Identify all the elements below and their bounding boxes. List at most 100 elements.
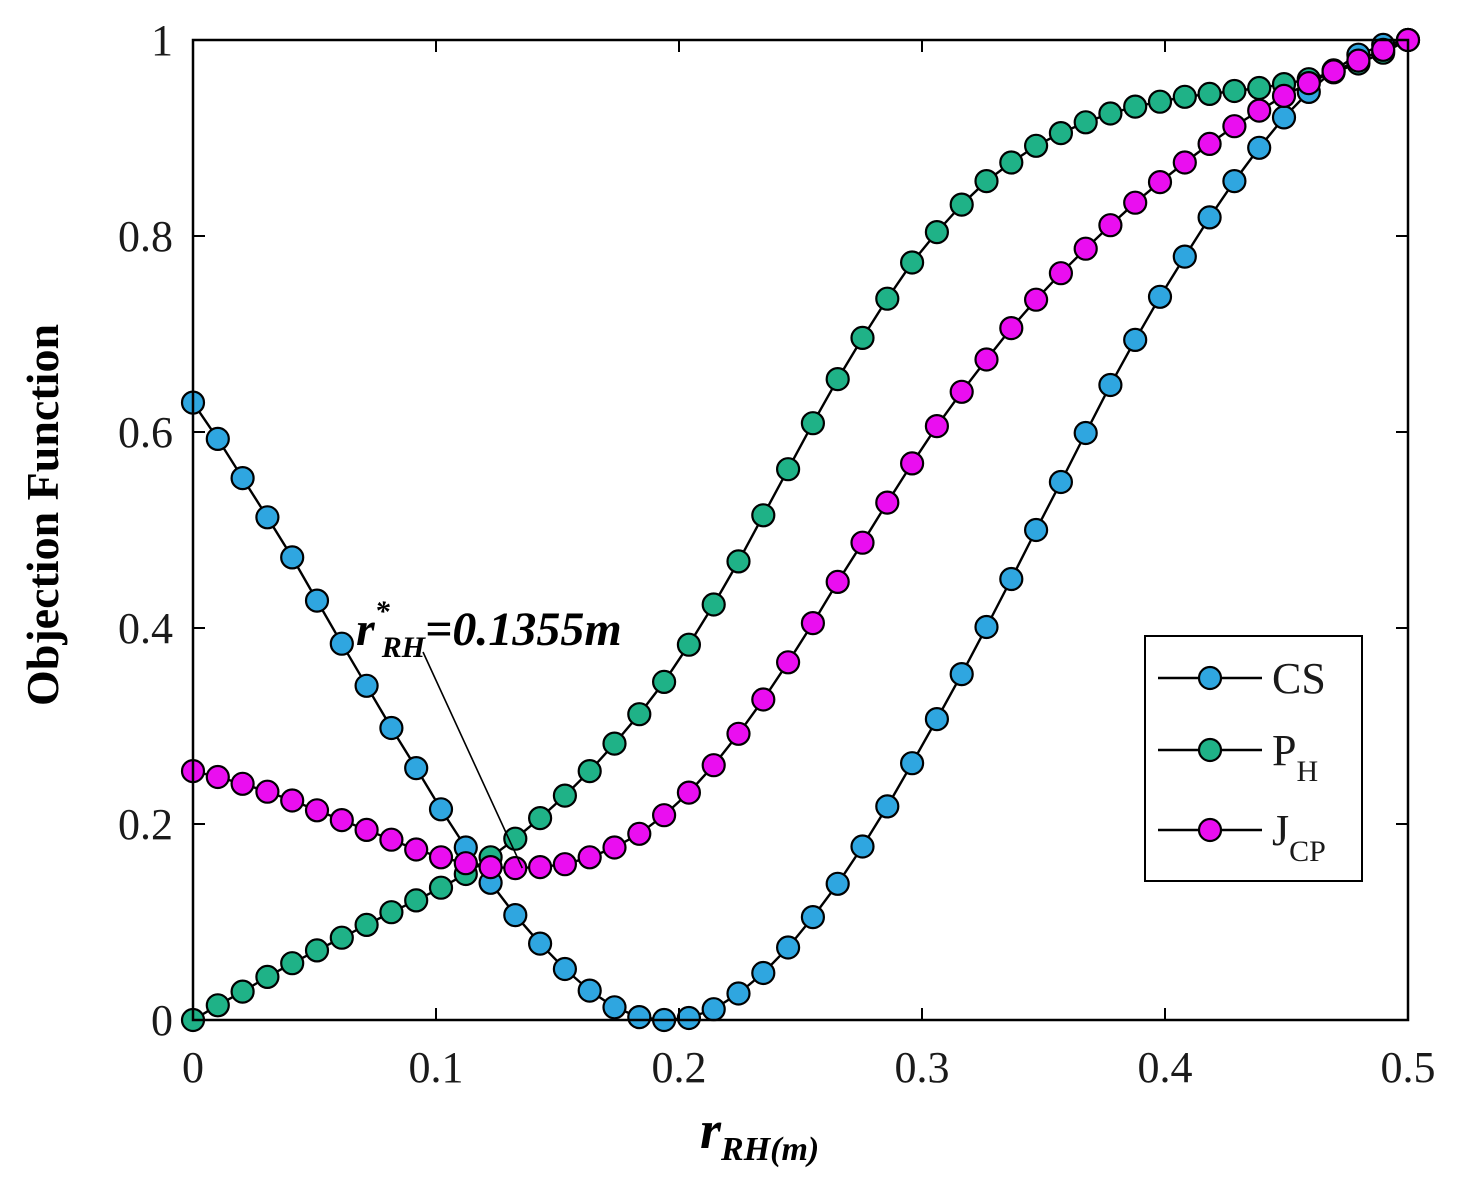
point-jcp [1247, 98, 1272, 123]
point-jcp [627, 821, 652, 846]
point-ph [577, 758, 602, 784]
point-ph [775, 457, 801, 482]
point-jcp [577, 845, 602, 870]
point-jcp [1048, 261, 1074, 286]
point-jcp [329, 807, 354, 833]
annotation-sub: RH [381, 631, 427, 664]
point-cs [726, 981, 751, 1006]
point-cs [1073, 420, 1098, 446]
point-jcp [478, 854, 503, 880]
point-jcp [428, 845, 454, 870]
point-jcp [726, 721, 751, 746]
point-cs [875, 794, 900, 819]
point-ph [701, 592, 726, 617]
point-ph [850, 325, 875, 350]
point-ph [1247, 75, 1272, 101]
x-tick-label: 0.3 [895, 1043, 950, 1092]
point-ph [651, 669, 677, 695]
point-cs [205, 426, 230, 451]
point-jcp [1098, 213, 1123, 238]
point-ph [1123, 94, 1148, 119]
point-cs [1271, 105, 1297, 130]
point-cs [552, 956, 578, 982]
point-ph [1172, 84, 1197, 109]
point-cs [775, 935, 801, 960]
point-jcp [775, 650, 801, 675]
point-jcp [850, 530, 875, 555]
point-cs [825, 871, 850, 896]
point-ph [899, 250, 925, 275]
series-markers [180, 27, 1421, 1033]
y-axis-label: Objection Function [17, 324, 68, 706]
y-tick-label: 0.4 [118, 604, 173, 653]
point-cs [701, 997, 726, 1022]
point-ph [1197, 81, 1222, 107]
point-jcp [1197, 131, 1222, 156]
point-jcp [1271, 83, 1297, 109]
x-tick-label: 0.4 [1138, 1043, 1193, 1092]
point-jcp [651, 803, 677, 828]
point-cs [329, 631, 354, 656]
point-jcp [825, 569, 850, 595]
point-ph [1222, 78, 1247, 104]
point-cs [404, 755, 429, 781]
point-ph [1023, 133, 1049, 158]
legend-marker-cs [1197, 665, 1223, 691]
point-ph [503, 826, 528, 851]
point-cs [974, 614, 999, 640]
legend-marker-jcp [1197, 817, 1223, 843]
point-cs [850, 834, 875, 859]
point-ph [676, 632, 702, 657]
point-jcp [751, 687, 776, 712]
annotation-value: =0.1355m [425, 603, 622, 656]
point-jcp [1346, 48, 1371, 73]
point-cs [627, 1004, 652, 1030]
point-ph [354, 912, 379, 938]
point-cs [280, 545, 305, 570]
point-ph [726, 549, 751, 574]
legend-label-ph-sub: H [1296, 755, 1318, 788]
point-ph [602, 731, 627, 756]
point-ph [280, 951, 305, 976]
point-jcp [552, 852, 578, 877]
point-cs [676, 1005, 702, 1031]
point-cs [230, 466, 255, 491]
point-jcp [527, 854, 553, 880]
point-ph [404, 888, 429, 913]
point-jcp [701, 753, 726, 778]
point-jcp [875, 490, 900, 515]
point-jcp [602, 835, 627, 860]
series-layer [180, 27, 1421, 1033]
point-jcp [503, 855, 528, 881]
point-cs [899, 751, 925, 776]
point-jcp [1296, 70, 1321, 96]
point-cs [1172, 244, 1197, 269]
legend-marker-ph [1197, 737, 1223, 763]
legend-label-cs: CS [1272, 654, 1326, 703]
point-jcp [949, 379, 974, 404]
legend: CS PH JCP [1144, 635, 1363, 882]
point-jcp [304, 798, 330, 823]
point-jcp [1172, 150, 1197, 175]
point-cs [751, 960, 776, 986]
y-tick-label: 0 [151, 996, 173, 1045]
point-jcp [974, 347, 999, 372]
x-tick-label: 0.5 [1381, 1043, 1436, 1092]
point-cs [1123, 327, 1148, 352]
point-ph [1147, 89, 1173, 114]
annotation-main: r [356, 603, 376, 656]
point-jcp [1023, 287, 1049, 312]
annotation-label: r* RH=0.1355m [356, 595, 622, 664]
plot-frame [191, 38, 1410, 1022]
point-jcp [1321, 59, 1346, 84]
point-ph [875, 286, 900, 311]
point-cs [379, 715, 404, 741]
point-cs [354, 673, 379, 698]
point-jcp [676, 780, 702, 805]
legend-box [1144, 635, 1363, 882]
point-ph [825, 367, 850, 392]
point-jcp [453, 851, 478, 876]
point-cs [1247, 135, 1272, 160]
point-jcp [1073, 236, 1098, 261]
point-cs [1048, 469, 1074, 495]
